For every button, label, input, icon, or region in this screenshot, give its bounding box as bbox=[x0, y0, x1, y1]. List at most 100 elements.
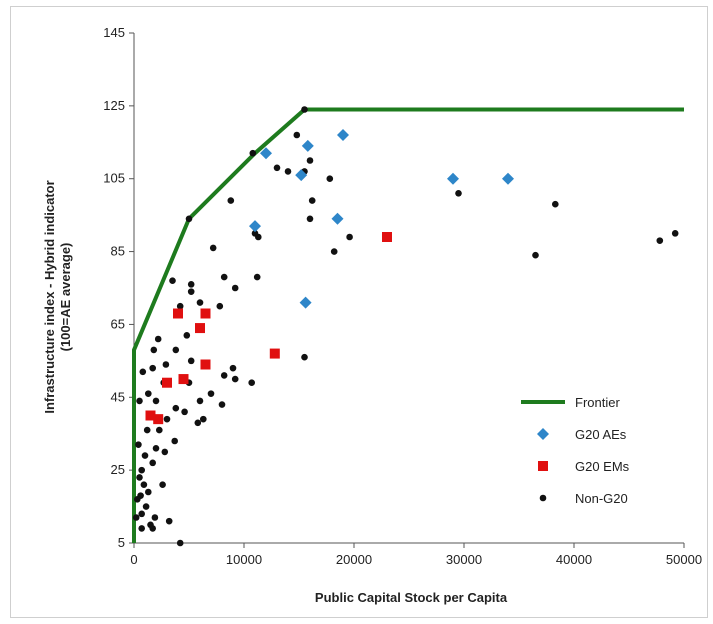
non-g20-point bbox=[187, 281, 195, 288]
non-g20-point bbox=[194, 419, 202, 427]
non-g20-point bbox=[141, 452, 149, 459]
y-axis-subtitle: (100=AE average) bbox=[58, 243, 73, 352]
y-tick-label: 145 bbox=[103, 25, 125, 40]
non-g20-point bbox=[171, 437, 178, 445]
non-g20-point bbox=[163, 415, 171, 423]
g20-em-point bbox=[200, 308, 211, 319]
non-g20-point bbox=[248, 379, 255, 387]
y-tick-label: 125 bbox=[103, 98, 125, 113]
x-tick-label: 40000 bbox=[556, 552, 592, 567]
g20-em-point bbox=[195, 323, 205, 334]
non-g20-point bbox=[154, 335, 162, 343]
non-g20-point bbox=[161, 448, 169, 456]
scatter-chart: 5 25 45 65 85 105 125 145 0 10000 20000 30000 40000 5… bbox=[42, 25, 702, 605]
non-g20-point bbox=[151, 514, 159, 521]
non-g20-point bbox=[306, 215, 314, 223]
non-g20-point bbox=[249, 149, 257, 157]
non-g20-point bbox=[187, 288, 195, 295]
legend-diamond-swatch bbox=[537, 428, 549, 440]
non-g20-point bbox=[138, 525, 145, 532]
non-g20-point bbox=[227, 197, 235, 204]
g20-em-point bbox=[200, 359, 211, 370]
g20-em-point bbox=[382, 232, 392, 242]
non-g20-point bbox=[229, 364, 237, 372]
non-g20-point bbox=[162, 361, 170, 368]
y-tick-label: 105 bbox=[103, 171, 125, 186]
x-tick-label: 30000 bbox=[446, 552, 482, 567]
non-g20-point bbox=[196, 299, 204, 306]
non-g20-point bbox=[149, 459, 156, 467]
non-g20-point bbox=[142, 503, 150, 510]
non-g20-point bbox=[140, 481, 148, 489]
x-tick-label: 10000 bbox=[226, 552, 262, 567]
non-g20-point bbox=[308, 197, 316, 204]
g20-em-point bbox=[173, 308, 183, 319]
g20-ae-point bbox=[249, 220, 261, 233]
x-tick-label: 50000 bbox=[666, 552, 702, 567]
non-g20-point bbox=[218, 401, 226, 408]
y-tick-label: 45 bbox=[111, 389, 125, 404]
g20-ae-point bbox=[447, 172, 459, 185]
non-g20-point bbox=[150, 346, 158, 354]
legend-label: G20 EMs bbox=[575, 459, 630, 474]
non-g20-point bbox=[656, 237, 664, 244]
non-g20-point bbox=[149, 525, 156, 532]
non-g20-point bbox=[156, 426, 163, 434]
non-g20-point bbox=[532, 251, 539, 259]
non-g20-point bbox=[149, 364, 156, 372]
non-g20-point bbox=[165, 517, 173, 525]
y-tick-label: 5 bbox=[118, 535, 125, 550]
y-tick-label: 65 bbox=[111, 316, 125, 331]
y-tick-label: 25 bbox=[111, 462, 125, 477]
non-g20-point bbox=[330, 248, 338, 255]
non-g20-point bbox=[253, 273, 261, 281]
g20-ae-point bbox=[260, 147, 272, 160]
non-g20-point bbox=[169, 277, 176, 285]
non-g20-point bbox=[552, 200, 559, 208]
g20-ae-point bbox=[301, 139, 314, 152]
g20-em-point bbox=[178, 374, 189, 385]
y-tick-label: 85 bbox=[111, 244, 125, 259]
legend-dot-swatch bbox=[539, 494, 547, 502]
non-g20-point bbox=[293, 131, 301, 139]
x-tick-label: 20000 bbox=[336, 552, 372, 567]
non-g20-point bbox=[152, 444, 160, 452]
non-g20-point bbox=[209, 244, 217, 252]
non-g20-point bbox=[301, 353, 308, 361]
non-g20-point bbox=[301, 106, 308, 113]
non-g20-point bbox=[346, 233, 353, 241]
non-g20-point bbox=[216, 302, 224, 310]
legend-label: Frontier bbox=[575, 395, 620, 410]
chart-frame: 5 25 45 65 85 105 125 145 0 10000 20000 30000 40000 5… bbox=[10, 6, 708, 618]
g20-ae-point bbox=[502, 172, 514, 185]
g20-em-point bbox=[162, 377, 172, 388]
non-g20-point bbox=[134, 495, 141, 503]
g20-ae-point bbox=[295, 169, 308, 182]
non-g20-point bbox=[200, 415, 207, 423]
legend: Frontier G20 AEs G20 EMs Non-G20 bbox=[521, 395, 630, 506]
non-g20-point bbox=[176, 302, 184, 310]
axes: 5 25 45 65 85 105 125 145 0 10000 20000 30000 40000 5… bbox=[103, 25, 702, 567]
non-g20-point bbox=[671, 230, 679, 237]
non-g20-point bbox=[145, 390, 152, 397]
non-g20-point bbox=[306, 157, 314, 164]
non-g20-point bbox=[207, 390, 215, 397]
non-g20-point bbox=[139, 368, 147, 376]
non-g20-point bbox=[183, 332, 191, 339]
g20-ae-point bbox=[299, 296, 312, 309]
non-g20-point bbox=[273, 164, 281, 172]
non-g20-point bbox=[220, 273, 228, 281]
g20-ae-point bbox=[331, 212, 344, 225]
non-g20-point bbox=[220, 372, 228, 379]
non-g20-point bbox=[135, 441, 142, 448]
non-g20-point bbox=[326, 175, 334, 183]
non-g20-point bbox=[136, 397, 143, 405]
g20-em-point bbox=[153, 414, 164, 425]
g20-ae-point bbox=[337, 129, 349, 141]
legend-label: G20 AEs bbox=[575, 427, 627, 442]
non-g20-point bbox=[172, 404, 180, 412]
x-axis-title: Public Capital Stock per Capita bbox=[315, 590, 508, 605]
legend-label: Non-G20 bbox=[575, 491, 628, 506]
non-g20-point bbox=[231, 375, 239, 383]
g20-em-point bbox=[269, 348, 280, 359]
